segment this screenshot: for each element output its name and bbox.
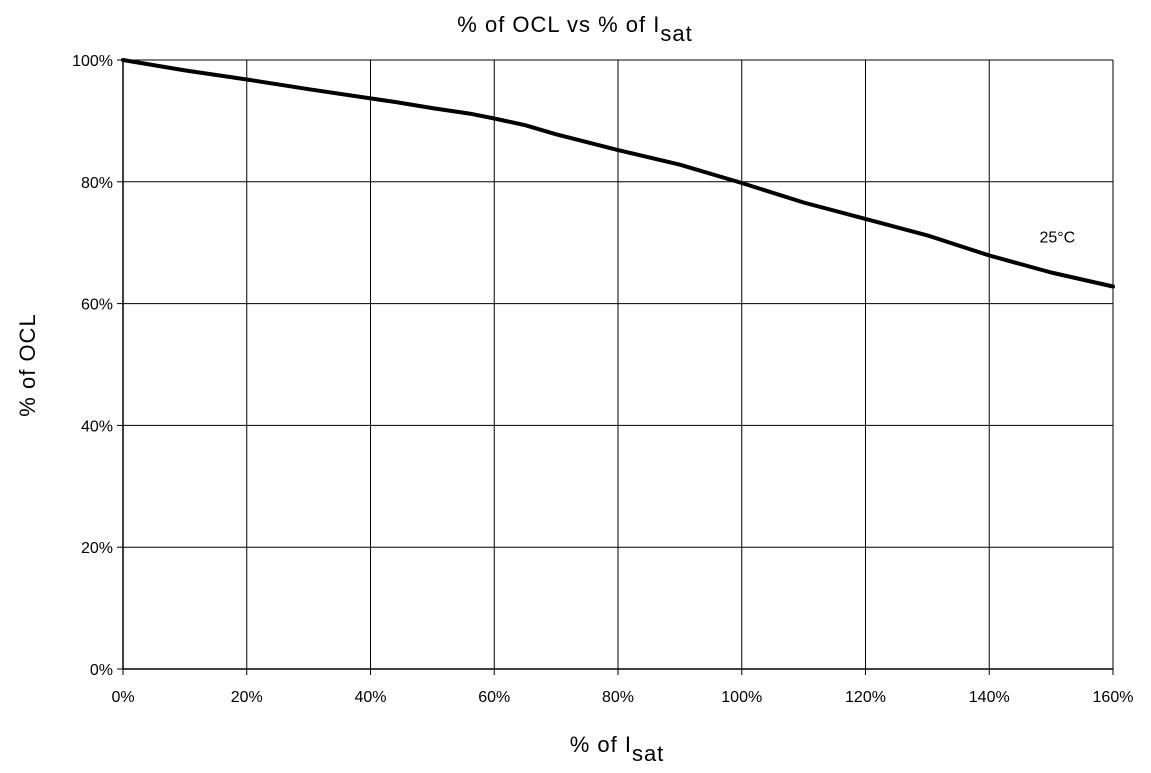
y-axis-label: % of OCL — [15, 313, 40, 416]
x-axis-label-main: % of I — [570, 732, 632, 757]
x-axis-label-subscript: sat — [632, 741, 664, 766]
chart-title-main: % of OCL vs % of I — [457, 12, 660, 37]
x-tick-label: 100% — [721, 689, 762, 706]
y-tick-label: 80% — [81, 175, 113, 192]
y-tick-label: 40% — [81, 418, 113, 435]
x-tick-label: 80% — [602, 689, 634, 706]
x-tick-label: 20% — [231, 689, 263, 706]
chart-title-subscript: sat — [660, 21, 692, 46]
y-tick-label: 100% — [72, 53, 113, 70]
x-tick-label: 140% — [969, 689, 1010, 706]
x-tick-label: 40% — [354, 689, 386, 706]
y-tick-label: 0% — [90, 662, 113, 679]
x-tick-label: 160% — [1093, 689, 1134, 706]
y-tick-label: 60% — [81, 297, 113, 314]
x-tick-label: 0% — [111, 689, 134, 706]
x-axis-label: % of Isat — [570, 732, 665, 766]
series-line — [121, 58, 1115, 289]
ticks: 0% 20% 40% 60% 80% 100% 120% 140% 160% 0% 20% 40% 60… — [72, 53, 1133, 706]
x-tick-label: 120% — [845, 689, 886, 706]
annotations: 25°C — [1039, 230, 1075, 247]
series — [121, 58, 1115, 289]
y-tick-label: 20% — [81, 540, 113, 557]
chart-title: % of OCL vs % of Isat — [457, 12, 692, 46]
x-tick-label: 60% — [478, 689, 510, 706]
series-annotation: 25°C — [1039, 230, 1075, 247]
